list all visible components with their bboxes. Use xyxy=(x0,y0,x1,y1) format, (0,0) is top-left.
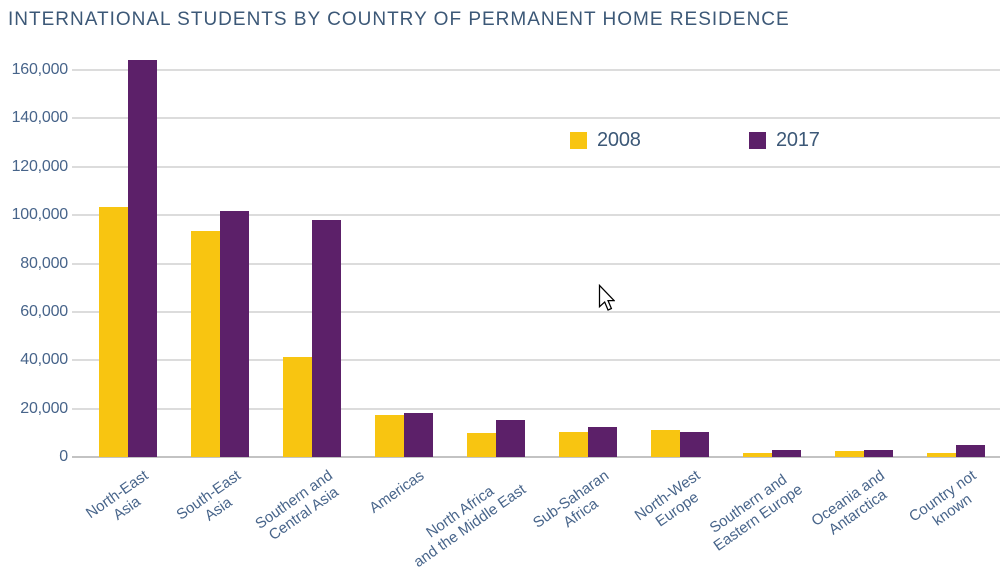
x-tick-label: Southern and Eastern Europe xyxy=(706,471,806,555)
gridline xyxy=(72,165,1000,168)
x-tick-label: North-East Asia xyxy=(83,467,152,524)
legend-swatch-2017 xyxy=(749,132,766,149)
bar-2008-oceania-and-antarctica xyxy=(835,451,864,457)
gridline xyxy=(72,310,1000,313)
y-tick-label: 0 xyxy=(59,448,68,465)
gridline xyxy=(72,69,1000,71)
bar-2017-sub-saharan-africa xyxy=(588,427,617,457)
bar-2017-north-east-asia xyxy=(128,60,157,457)
y-tick-label: 140,000 xyxy=(11,109,69,127)
legend-item-2017: 2017 xyxy=(749,129,820,152)
legend-swatch-2008 xyxy=(570,132,587,149)
bar-2017-south-east-asia xyxy=(220,211,249,457)
y-tick-label: 100,000 xyxy=(11,206,69,224)
x-tick-label: Americas xyxy=(366,467,428,517)
bar-2008-north-west-europe xyxy=(651,430,680,457)
bar-2017-country-not-known xyxy=(956,445,985,457)
x-tick-label: Sub-Saharan Africa xyxy=(529,467,612,532)
y-tick-label: 80,000 xyxy=(20,254,68,272)
bar-2017-americas xyxy=(404,413,433,457)
bar-2008-southern-and-eastern-europe xyxy=(743,453,772,457)
y-tick-label: 160,000 xyxy=(11,61,69,78)
bar-2017-north-west-europe xyxy=(680,432,709,457)
gridline xyxy=(72,359,1000,362)
bar-2008-americas xyxy=(375,415,404,457)
x-tick-label: Oceania and Antarctica xyxy=(808,467,890,539)
x-tick-label: Southern and Central Asia xyxy=(252,467,342,544)
y-tick-label: 120,000 xyxy=(11,157,69,175)
legend-label-2017: 2017 xyxy=(776,129,820,151)
y-tick-label: 60,000 xyxy=(20,302,68,320)
legend-item-2008: 2008 xyxy=(570,129,641,152)
bar-2008-southern-and-central-asia xyxy=(283,357,312,457)
gridline xyxy=(72,214,1000,217)
bar-2008-north-africa-and-the-middle-east xyxy=(467,433,496,457)
bar-2017-southern-and-eastern-europe xyxy=(772,450,801,457)
x-tick-label: Country not known xyxy=(906,467,980,530)
legend-label-2008: 2008 xyxy=(597,129,641,151)
gridline xyxy=(72,407,1000,410)
gridline xyxy=(72,262,1000,265)
x-tick-label: South-East Asia xyxy=(173,467,244,525)
y-tick-label: 20,000 xyxy=(20,399,68,417)
bar-2017-southern-and-central-asia xyxy=(312,220,341,457)
chart-title: INTERNATIONAL STUDENTS BY COUNTRY OF PER… xyxy=(8,9,790,30)
bar-2008-sub-saharan-africa xyxy=(559,432,588,457)
bar-2008-country-not-known xyxy=(927,453,956,457)
bar-2008-south-east-asia xyxy=(191,231,220,457)
bar-2008-north-east-asia xyxy=(99,207,128,457)
gridline xyxy=(72,117,1000,120)
y-tick-label: 40,000 xyxy=(20,351,68,369)
mouse-cursor-icon xyxy=(598,284,615,311)
bar-2017-north-africa-and-the-middle-east xyxy=(496,420,525,457)
x-axis-line xyxy=(72,456,1000,458)
bar-2017-oceania-and-antarctica xyxy=(864,450,893,457)
